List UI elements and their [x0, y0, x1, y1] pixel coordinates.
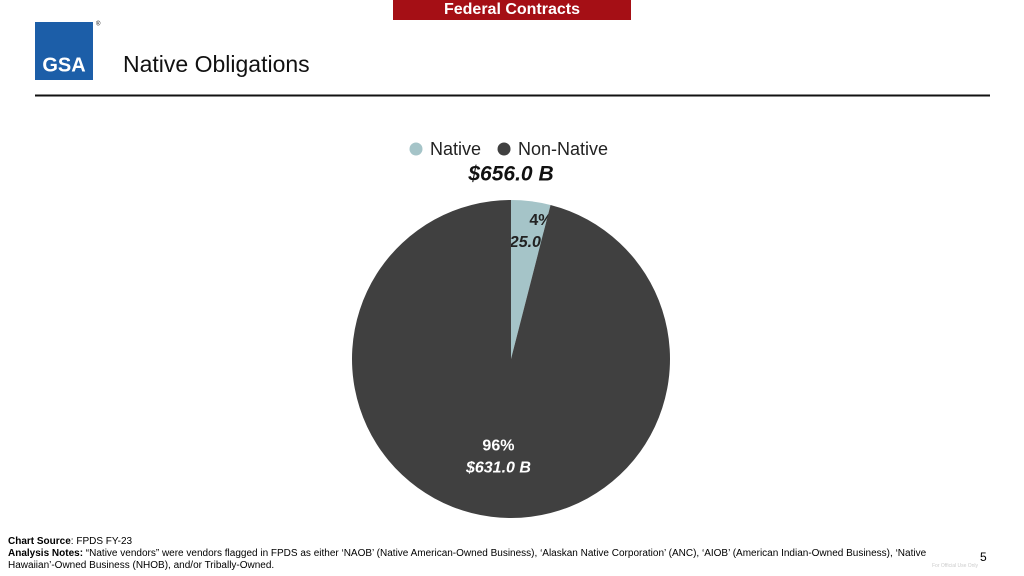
source-text: : FPDS FY-23	[70, 536, 133, 547]
amount-label: $631.0 B	[465, 460, 531, 477]
pie-slice	[352, 200, 670, 518]
value-label: 96%	[482, 438, 514, 455]
notes-label: Analysis Notes:	[8, 548, 84, 559]
slide-title: Native Obligations	[123, 51, 310, 77]
notes-text: “Native vendors” were vendors flagged in…	[8, 548, 927, 571]
logo-mark: ®	[96, 21, 101, 28]
legend-marker	[497, 142, 511, 156]
legend-label: Non-Native	[518, 139, 608, 159]
legend-label: Native	[430, 139, 481, 159]
logo-text: GSA	[42, 54, 85, 76]
banner-bg	[393, 0, 631, 20]
logo-bg	[35, 22, 93, 80]
footer-notes: Chart Source: FPDS FY-23 Analysis Notes:…	[8, 536, 928, 572]
page-number: 5	[980, 550, 987, 564]
source: Chart Source: FPDS FY-23	[8, 536, 928, 548]
source-label: Chart Source	[8, 536, 71, 547]
total-label: $656.0 B	[467, 163, 553, 186]
banner: Federal Contracts	[444, 1, 580, 18]
notes: Analysis Notes: “Native vendors” were ve…	[8, 548, 928, 572]
marking: For Official Use Only	[932, 563, 979, 569]
legend-marker	[409, 142, 423, 156]
